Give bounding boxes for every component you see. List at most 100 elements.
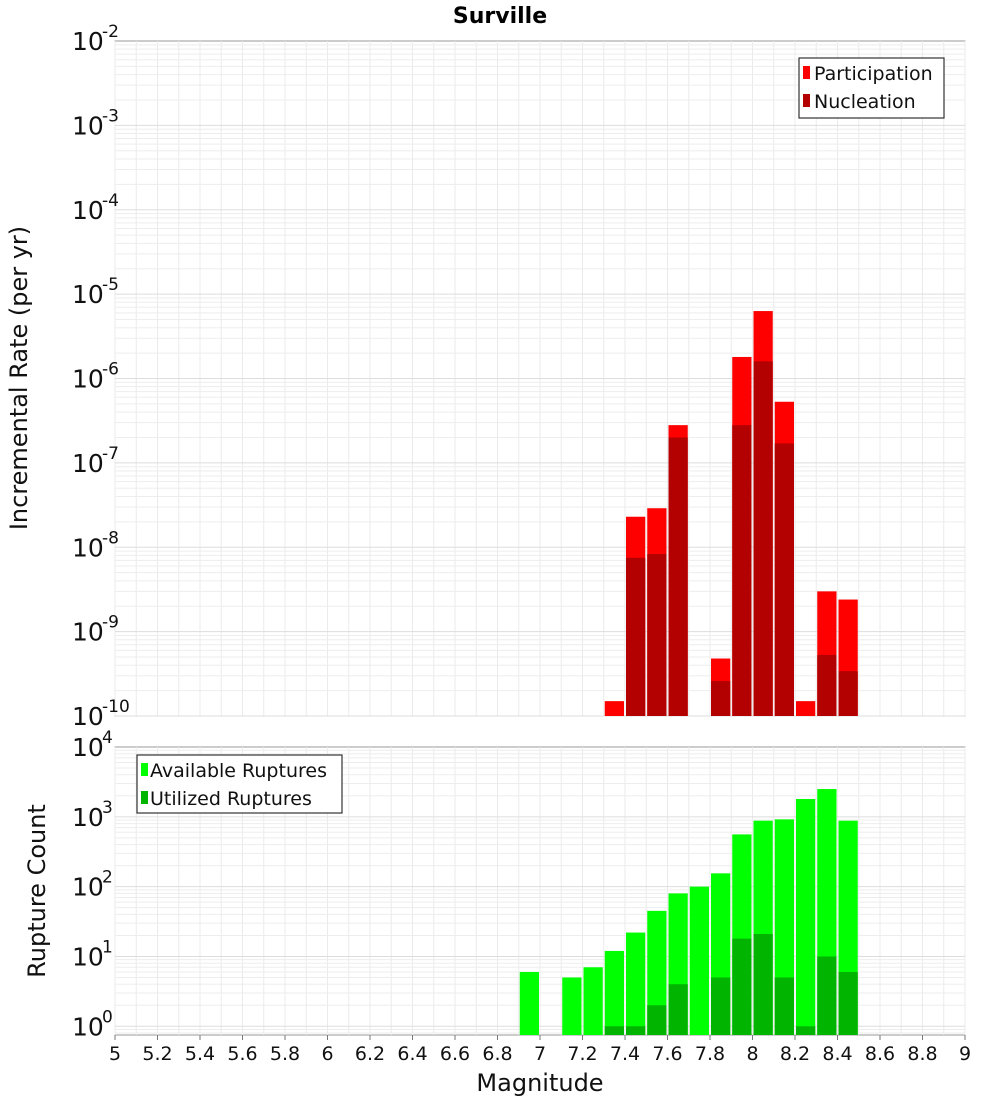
x-tick-label: 8.4 <box>822 1043 852 1065</box>
x-tick-label: 5.6 <box>227 1043 257 1065</box>
y-tick-label: 10 <box>72 702 104 731</box>
y-tick-label: 10 <box>72 803 104 832</box>
nucleation-legend-label: Nucleation <box>814 91 916 113</box>
count-y-axis-label: Rupture Count <box>23 804 51 978</box>
count-bar-available-ruptures <box>583 967 603 1035</box>
x-tick-label: 6.6 <box>440 1043 470 1065</box>
count-bar-utilized-ruptures <box>711 977 731 1035</box>
y-tick-label: 10 <box>72 618 104 647</box>
utilized-legend-label: Utilized Ruptures <box>150 788 312 810</box>
x-tick-label: 5.2 <box>142 1043 172 1065</box>
rate-y-axis-label: Incremental Rate (per yr) <box>5 226 33 530</box>
x-tick-label: 7.2 <box>567 1043 597 1065</box>
y-tick-exponent: 0 <box>102 1007 113 1027</box>
count-bar-available-ruptures <box>562 977 582 1035</box>
rate-bar-nucleation <box>817 654 837 716</box>
rate-bar-participation <box>604 701 624 716</box>
x-tick-label: 8.2 <box>780 1043 810 1065</box>
count-bar-utilized-ruptures <box>753 933 773 1035</box>
y-tick-label: 10 <box>72 449 104 478</box>
count-bar-utilized-ruptures <box>647 1005 667 1035</box>
count-bar-available-ruptures <box>647 910 667 1035</box>
count-bar-utilized-ruptures <box>817 956 837 1035</box>
x-tick-label: 8.8 <box>907 1043 937 1065</box>
y-tick-label: 10 <box>72 1012 104 1041</box>
rate-bar-nucleation <box>732 425 752 716</box>
x-tick-label: 7.4 <box>610 1043 640 1065</box>
count-bar-available-ruptures <box>604 950 624 1035</box>
rate-bar-nucleation <box>838 671 858 716</box>
participation-legend-swatch <box>803 66 810 79</box>
x-axis-label: Magnitude <box>476 1069 603 1097</box>
count-bar-available-ruptures <box>519 971 539 1035</box>
count-bar-available-ruptures <box>626 932 646 1035</box>
available-legend-label: Available Ruptures <box>150 760 327 782</box>
count-legend: Available Ruptures Utilized Ruptures <box>136 754 343 814</box>
count-bar-utilized-ruptures <box>774 977 794 1035</box>
x-tick-label: 6.8 <box>482 1043 512 1065</box>
utilized-legend-swatch <box>141 791 148 804</box>
x-tick-label: 6.4 <box>397 1043 427 1065</box>
count-bar-utilized-ruptures <box>796 1026 816 1035</box>
rate-bar-nucleation <box>668 437 688 716</box>
count-bar-utilized-ruptures <box>626 1026 646 1035</box>
count-bar-available-ruptures <box>689 886 709 1035</box>
count-bar-utilized-ruptures <box>838 971 858 1035</box>
nucleation-legend-swatch <box>803 94 810 107</box>
count-legend-box <box>136 754 343 814</box>
y-tick-exponent: 2 <box>102 868 113 888</box>
x-tick-label: 7 <box>534 1043 546 1065</box>
count-bar-available-ruptures <box>796 798 816 1035</box>
count-bar-utilized-ruptures <box>668 984 688 1035</box>
y-tick-exponent: -8 <box>102 528 119 548</box>
x-tick-label: 7.6 <box>652 1043 682 1065</box>
rate-legend-box <box>798 57 945 119</box>
x-tick-label: 7.8 <box>695 1043 725 1065</box>
available-legend-swatch <box>141 763 148 776</box>
y-tick-label: 10 <box>72 733 104 762</box>
count-bars <box>519 789 858 1035</box>
rate-bar-nucleation <box>647 554 667 716</box>
x-tick-label: 8 <box>746 1043 758 1065</box>
chart-title: Surville <box>453 4 547 29</box>
y-tick-label: 10 <box>72 111 104 140</box>
y-tick-exponent: -7 <box>102 444 119 464</box>
y-tick-exponent: -5 <box>102 275 119 295</box>
rate-bar-nucleation <box>774 443 794 716</box>
y-tick-label: 10 <box>72 280 104 309</box>
y-tick-exponent: -4 <box>102 191 119 211</box>
y-tick-exponent: 1 <box>102 937 113 957</box>
rate-bars <box>604 311 858 716</box>
x-tick-label: 6 <box>321 1043 333 1065</box>
y-tick-exponent: -3 <box>102 106 119 126</box>
participation-legend-label: Participation <box>814 63 933 85</box>
y-tick-label: 10 <box>72 27 104 56</box>
y-tick-exponent: -10 <box>102 697 130 717</box>
x-tick-label: 5 <box>109 1043 121 1065</box>
y-tick-exponent: 3 <box>102 798 113 818</box>
x-tick-label: 6.2 <box>355 1043 385 1065</box>
rate-bar-participation <box>796 701 816 716</box>
rate-bar-nucleation <box>711 680 731 716</box>
rate-gridlines <box>114 41 966 717</box>
x-tick-label: 5.8 <box>270 1043 300 1065</box>
rate-bar-nucleation <box>626 557 646 716</box>
y-tick-label: 10 <box>72 196 104 225</box>
rate-bar-nucleation <box>753 361 773 716</box>
y-tick-exponent: 4 <box>102 728 113 748</box>
magnitude-x-ticks: 5 5.2 5.4 5.6 5.8 6 6.2 6.4 6.6 6.8 7 7.2 7.4 7.6 7.8 8… <box>109 1035 971 1065</box>
y-tick-label: 10 <box>72 873 104 902</box>
rate-legend: Participation Nucleation <box>798 57 945 119</box>
y-tick-exponent: -2 <box>102 22 119 42</box>
count-bar-utilized-ruptures <box>732 938 752 1035</box>
x-tick-label: 9 <box>959 1043 971 1065</box>
x-tick-label: 5.4 <box>185 1043 215 1065</box>
y-tick-label: 10 <box>72 942 104 971</box>
y-tick-exponent: -6 <box>102 360 119 380</box>
y-tick-label: 10 <box>72 365 104 394</box>
